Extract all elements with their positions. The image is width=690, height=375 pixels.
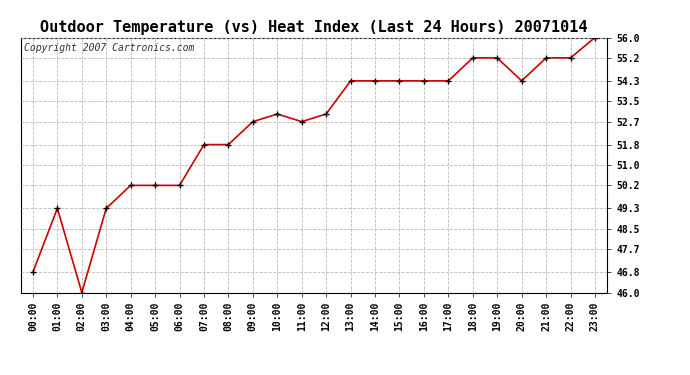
Text: Copyright 2007 Cartronics.com: Copyright 2007 Cartronics.com <box>23 43 194 52</box>
Title: Outdoor Temperature (vs) Heat Index (Last 24 Hours) 20071014: Outdoor Temperature (vs) Heat Index (Las… <box>40 20 588 35</box>
